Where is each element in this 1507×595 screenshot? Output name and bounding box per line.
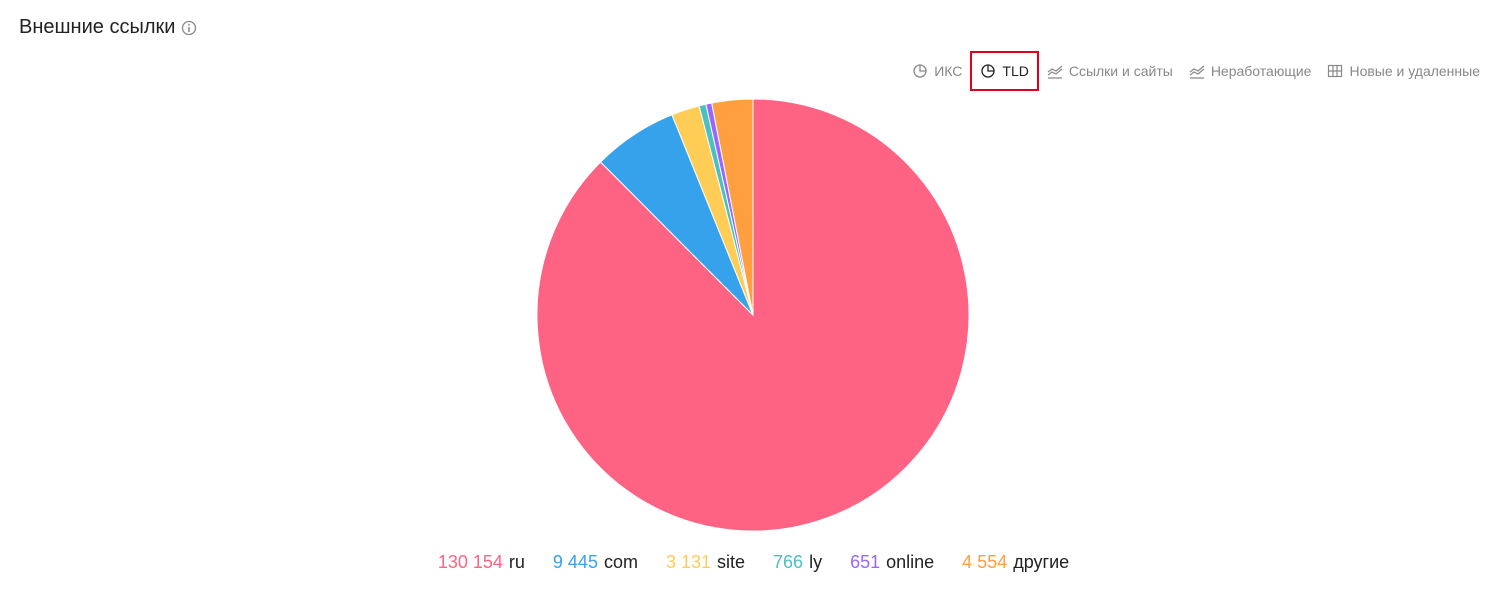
- info-icon[interactable]: [181, 20, 197, 36]
- tab-label: TLD: [1002, 63, 1029, 79]
- legend-value: 130 154: [437, 552, 503, 572]
- legend-value: 3 131: [665, 552, 712, 572]
- tab[interactable]: Новые и удаленные: [1319, 51, 1488, 91]
- legend-label: site: [717, 552, 746, 572]
- legend-item[interactable]: 3 131 site: [666, 552, 745, 573]
- legend-label: ru: [508, 552, 525, 572]
- tab-label: Ссылки и сайты: [1068, 63, 1173, 79]
- tab[interactable]: Неработающие: [1181, 51, 1320, 91]
- tab-selected[interactable]: TLD: [970, 51, 1039, 91]
- legend-item[interactable]: 651 online: [850, 552, 934, 573]
- pie-chart: [536, 98, 970, 532]
- tab[interactable]: Ссылки и сайты: [1039, 51, 1181, 91]
- legend-value: 9 445: [552, 552, 598, 572]
- tab[interactable]: ИКС: [904, 51, 970, 91]
- tabs: ИКС TLD Ссылки и сайты Неработающие Новы…: [904, 50, 1488, 92]
- title: Внешние ссылки: [19, 16, 176, 38]
- legend-label: другие: [1013, 552, 1070, 572]
- legend-label: online: [886, 552, 935, 572]
- legend-label: ly: [809, 552, 823, 572]
- tab-label: ИКС: [934, 63, 963, 79]
- legend-item[interactable]: 9 445 com: [553, 552, 638, 573]
- legend-value: 651: [850, 552, 881, 572]
- legend-item[interactable]: 766 ly: [773, 552, 822, 573]
- legend-value: 766: [773, 552, 804, 572]
- legend-value: 4 554: [962, 552, 1008, 572]
- tab-label: Новые и удаленные: [1349, 63, 1480, 79]
- pie-slice[interactable]: [711, 98, 754, 316]
- header: Внешние ссылки: [19, 16, 197, 39]
- legend-item[interactable]: 130 154 ru: [438, 552, 525, 573]
- legend-label: com: [603, 552, 638, 572]
- tab-label: Неработающие: [1210, 63, 1312, 79]
- legend-item[interactable]: 4 554 другие: [962, 552, 1069, 573]
- legend: 130 154 ru 9 445 com 3 131 site 766 ly 651 online…: [0, 552, 1507, 573]
